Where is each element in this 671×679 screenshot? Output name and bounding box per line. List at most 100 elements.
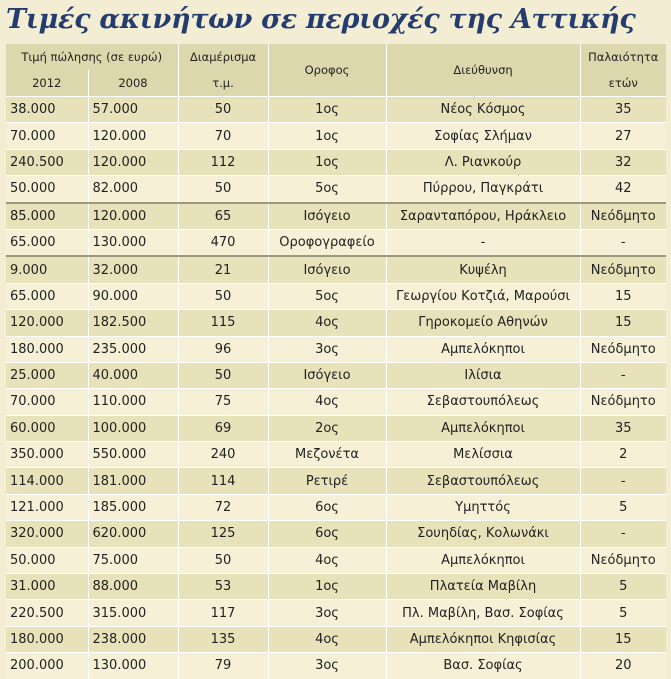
price-2012-cell: 9.000 xyxy=(6,255,88,284)
price-2008-cell: 315.000 xyxy=(87,599,178,627)
area-cell: 50 xyxy=(177,95,268,123)
address-cell: Αμπελόκηποι xyxy=(385,335,580,363)
address-cell: Γηροκομείο Αθηνών xyxy=(385,309,580,337)
area-cell: 114 xyxy=(177,467,268,495)
price-2008-cell: 40.000 xyxy=(87,361,178,389)
floor-cell: 5ος xyxy=(267,175,386,203)
address-cell: Σεβαστουπόλεως xyxy=(385,467,580,495)
area-cell: 470 xyxy=(177,228,268,257)
price-2012-cell: 220.500 xyxy=(6,599,88,627)
price-2008-cell: 235.000 xyxy=(87,335,178,363)
floor-cell: Οροφογραφείο xyxy=(267,228,386,257)
table-row: 9.000 32.000 21 Ισόγειο Κυψέλη Νεόδμητο xyxy=(6,255,666,284)
age-cell: - xyxy=(579,467,666,495)
age-cell: 35 xyxy=(579,414,666,442)
age-cell: 35 xyxy=(579,95,666,123)
table-row: 114.000 181.000 114 Ρετιρέ Σεβαστουπόλεως - xyxy=(6,467,666,495)
price-2012-cell: 70.000 xyxy=(6,122,88,150)
price-2008-cell: 120.000 xyxy=(87,122,178,150)
table-row: 350.000 550.000 240 Μεζονέτα Μελίσσια 2 xyxy=(6,441,666,468)
price-table: Τιμή πώλησης (σε ευρώ) Διαμέρισμα Οροφος… xyxy=(6,44,666,679)
address-cell: Αμπελόκηποι Κηφισίας xyxy=(385,625,580,653)
address-cell: Μελίσσια xyxy=(385,441,580,468)
table-row: 38.000 57.000 50 1ος Νέος Κόσμος 35 xyxy=(6,95,666,123)
price-2008-cell: 130.000 xyxy=(87,228,178,257)
table-row: 70.000 120.000 70 1ος Σοφίας Σλήμαν 27 xyxy=(6,122,666,150)
area-cell: 79 xyxy=(177,652,268,679)
price-2012-cell: 50.000 xyxy=(6,175,88,203)
area-cell: 50 xyxy=(177,361,268,389)
area-cell: 50 xyxy=(177,282,268,310)
table-row: 180.000 235.000 96 3ος Αμπελόκηποι Νεόδμητο xyxy=(6,335,666,363)
price-2008-cell: 130.000 xyxy=(87,652,178,679)
address-cell: - xyxy=(385,228,580,257)
price-2012-cell: 31.000 xyxy=(6,573,88,600)
address-cell: Πύρρου, Παγκράτι xyxy=(385,175,580,203)
age-cell: 15 xyxy=(579,309,666,337)
age-cell: 5 xyxy=(579,573,666,600)
header-2012: 2012 xyxy=(6,70,88,97)
floor-cell: 3ος xyxy=(267,652,386,679)
price-2012-cell: 240.500 xyxy=(6,148,88,176)
table-row: 70.000 110.000 75 4ος Σεβαστουπόλεως Νεόδμητο xyxy=(6,388,666,416)
address-cell: Σουηδίας, Κολωνάκι xyxy=(385,520,580,548)
price-2012-cell: 350.000 xyxy=(6,441,88,468)
age-cell: Νεόδμητο xyxy=(579,335,666,363)
page: Τιμές ακινήτων σε περιοχές της Αττικής Τ… xyxy=(6,4,666,679)
floor-cell: 5ος xyxy=(267,282,386,310)
age-cell: - xyxy=(579,228,666,257)
area-cell: 21 xyxy=(177,255,268,284)
price-2012-cell: 85.000 xyxy=(6,201,88,230)
area-cell: 240 xyxy=(177,441,268,468)
floor-cell: 4ος xyxy=(267,309,386,337)
age-cell: 2 xyxy=(579,441,666,468)
address-cell: Κυψέλη xyxy=(385,255,580,284)
price-2008-cell: 100.000 xyxy=(87,414,178,442)
floor-cell: 1ος xyxy=(267,95,386,123)
address-cell: Σαρανταπόρου, Ηράκλειο xyxy=(385,201,580,230)
price-2012-cell: 50.000 xyxy=(6,546,88,574)
price-2008-cell: 75.000 xyxy=(87,546,178,574)
price-2012-cell: 25.000 xyxy=(6,361,88,389)
price-2012-cell: 180.000 xyxy=(6,335,88,363)
age-cell: 42 xyxy=(579,175,666,203)
table-row: 65.000 130.000 470 Οροφογραφείο - - xyxy=(6,228,666,257)
area-cell: 125 xyxy=(177,520,268,548)
price-2012-cell: 200.000 xyxy=(6,652,88,679)
floor-cell: 4ος xyxy=(267,546,386,574)
price-2012-cell: 65.000 xyxy=(6,228,88,257)
age-cell: Νεόδμητο xyxy=(579,255,666,284)
price-2008-cell: 238.000 xyxy=(87,625,178,653)
age-cell: 27 xyxy=(579,122,666,150)
area-cell: 115 xyxy=(177,309,268,337)
area-cell: 70 xyxy=(177,122,268,150)
address-cell: Βασ. Σοφίας xyxy=(385,652,580,679)
age-cell: Νεόδμητο xyxy=(579,388,666,416)
table-body: 38.000 57.000 50 1ος Νέος Κόσμος 35 70.000 120.… xyxy=(6,95,666,679)
price-2008-cell: 57.000 xyxy=(87,95,178,123)
price-2012-cell: 114.000 xyxy=(6,467,88,495)
floor-cell: 1ος xyxy=(267,573,386,600)
page-title: Τιμές ακινήτων σε περιοχές της Αττικής xyxy=(6,4,636,35)
price-2012-cell: 121.000 xyxy=(6,493,88,521)
age-cell: Νεόδμητο xyxy=(579,201,666,230)
age-cell: Νεόδμητο xyxy=(579,546,666,574)
address-cell: Γεωργίου Κοτζιά, Μαρούσι xyxy=(385,282,580,310)
price-2008-cell: 90.000 xyxy=(87,282,178,310)
price-2012-cell: 65.000 xyxy=(6,282,88,310)
header-price: Τιμή πώλησης (σε ευρώ) xyxy=(6,44,178,70)
floor-cell: Ισόγειο xyxy=(267,361,386,389)
price-2012-cell: 120.000 xyxy=(6,309,88,337)
age-cell: - xyxy=(579,361,666,389)
age-cell: 15 xyxy=(579,625,666,653)
age-cell: - xyxy=(579,520,666,548)
address-cell: Πλατεία Μαβίλη xyxy=(385,573,580,600)
table-row: 50.000 82.000 50 5ος Πύρρου, Παγκράτι 42 xyxy=(6,175,666,203)
area-cell: 50 xyxy=(177,546,268,574)
age-cell: 5 xyxy=(579,599,666,627)
address-cell: Αμπελόκηποι xyxy=(385,546,580,574)
address-cell: Αμπελόκηποι xyxy=(385,414,580,442)
price-2008-cell: 32.000 xyxy=(87,255,178,284)
table-header: Τιμή πώλησης (σε ευρώ) Διαμέρισμα Οροφος… xyxy=(6,44,666,97)
age-cell: 5 xyxy=(579,493,666,521)
